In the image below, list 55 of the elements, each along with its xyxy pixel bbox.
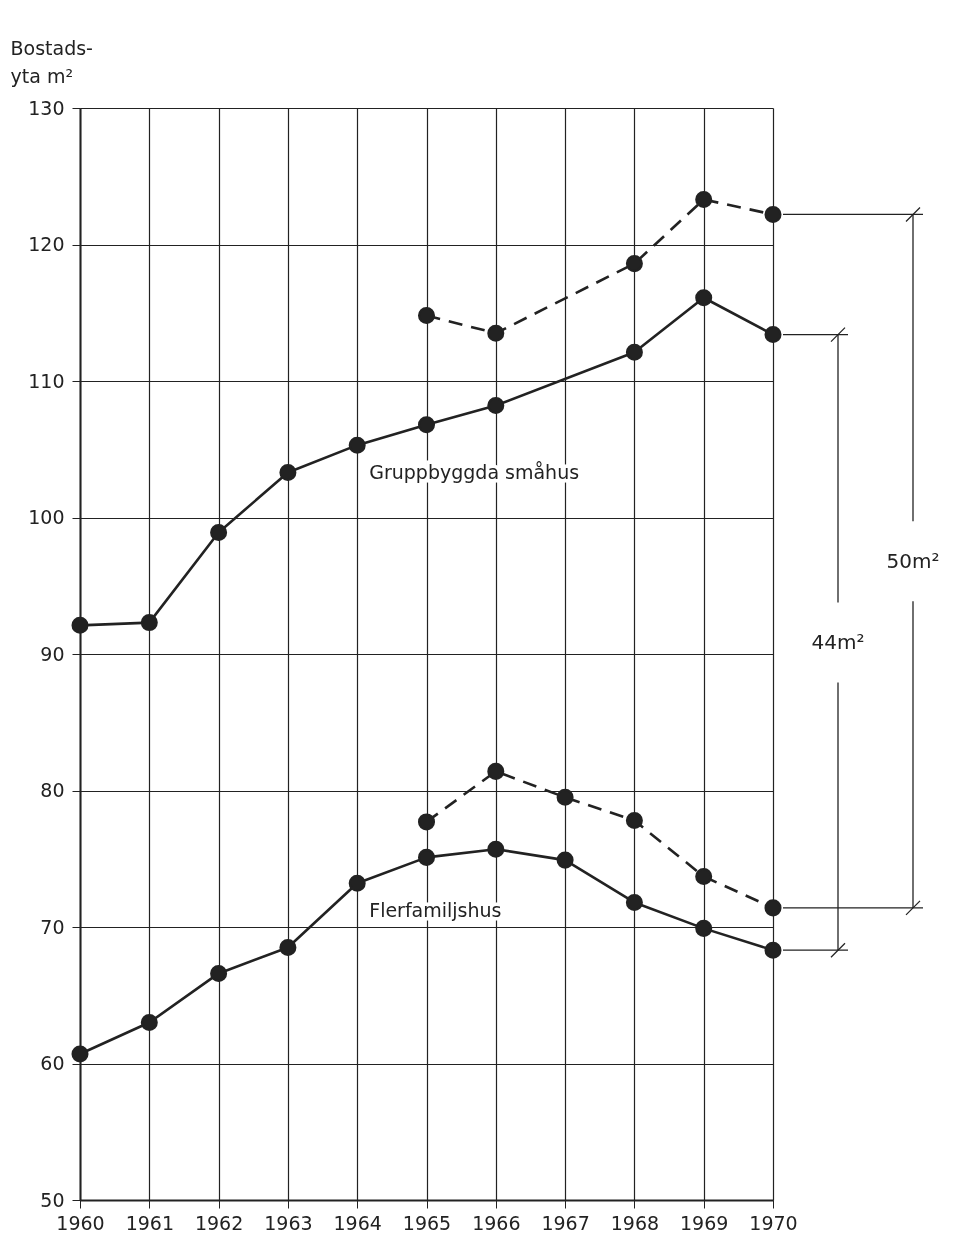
point xyxy=(695,919,713,937)
point xyxy=(140,614,158,632)
y-tick-label: 70 xyxy=(40,915,65,938)
y-tick-label: 80 xyxy=(40,779,65,801)
point xyxy=(625,812,643,830)
point xyxy=(487,397,505,415)
x-tick-label: 1963 xyxy=(264,1211,313,1234)
point xyxy=(487,840,505,858)
x-tick-label: 1962 xyxy=(194,1211,244,1234)
point xyxy=(348,874,366,892)
y-tick-label: 100 xyxy=(28,506,65,528)
y-tick-label: 130 xyxy=(28,96,65,119)
point xyxy=(348,436,366,454)
y-tick-label: 90 xyxy=(40,642,65,665)
point xyxy=(279,938,297,956)
point xyxy=(279,463,297,481)
point xyxy=(71,616,89,634)
point xyxy=(695,289,713,307)
text: 50m² xyxy=(886,549,940,574)
y-axis-title: Bostads- yta m² xyxy=(10,36,93,87)
x-tick-label: 1961 xyxy=(125,1211,174,1234)
x-tick-label: 1969 xyxy=(680,1211,729,1234)
point xyxy=(210,964,228,982)
point xyxy=(764,899,782,917)
x-tick-label: 1960 xyxy=(56,1211,105,1234)
x-tick-label: 1964 xyxy=(333,1211,382,1234)
point xyxy=(625,893,643,911)
point xyxy=(487,324,505,342)
y-tick-label: 50 xyxy=(40,1188,65,1211)
point xyxy=(140,1014,158,1032)
point xyxy=(625,343,643,361)
point xyxy=(417,306,436,324)
point xyxy=(71,1045,89,1063)
y-tick-label: 110 xyxy=(28,369,65,392)
point xyxy=(695,867,713,885)
x-tick-label: 1966 xyxy=(472,1211,521,1234)
x-tick-label: 1965 xyxy=(402,1211,452,1234)
y-tick-label: 60 xyxy=(40,1052,65,1074)
x-tick-label: 1967 xyxy=(541,1211,590,1234)
point xyxy=(487,762,505,780)
x-tick-label: 1968 xyxy=(610,1211,660,1234)
point xyxy=(695,190,713,208)
point xyxy=(556,788,574,806)
point xyxy=(625,255,643,273)
point xyxy=(210,524,228,542)
point xyxy=(764,941,782,959)
point xyxy=(764,205,782,223)
point xyxy=(417,416,436,434)
point xyxy=(556,851,574,869)
point xyxy=(417,848,436,866)
point xyxy=(764,326,782,344)
y-tick-label: 120 xyxy=(28,233,65,255)
point xyxy=(417,813,436,831)
x-tick-label: 1970 xyxy=(749,1211,798,1234)
text: 44m² xyxy=(811,630,865,655)
